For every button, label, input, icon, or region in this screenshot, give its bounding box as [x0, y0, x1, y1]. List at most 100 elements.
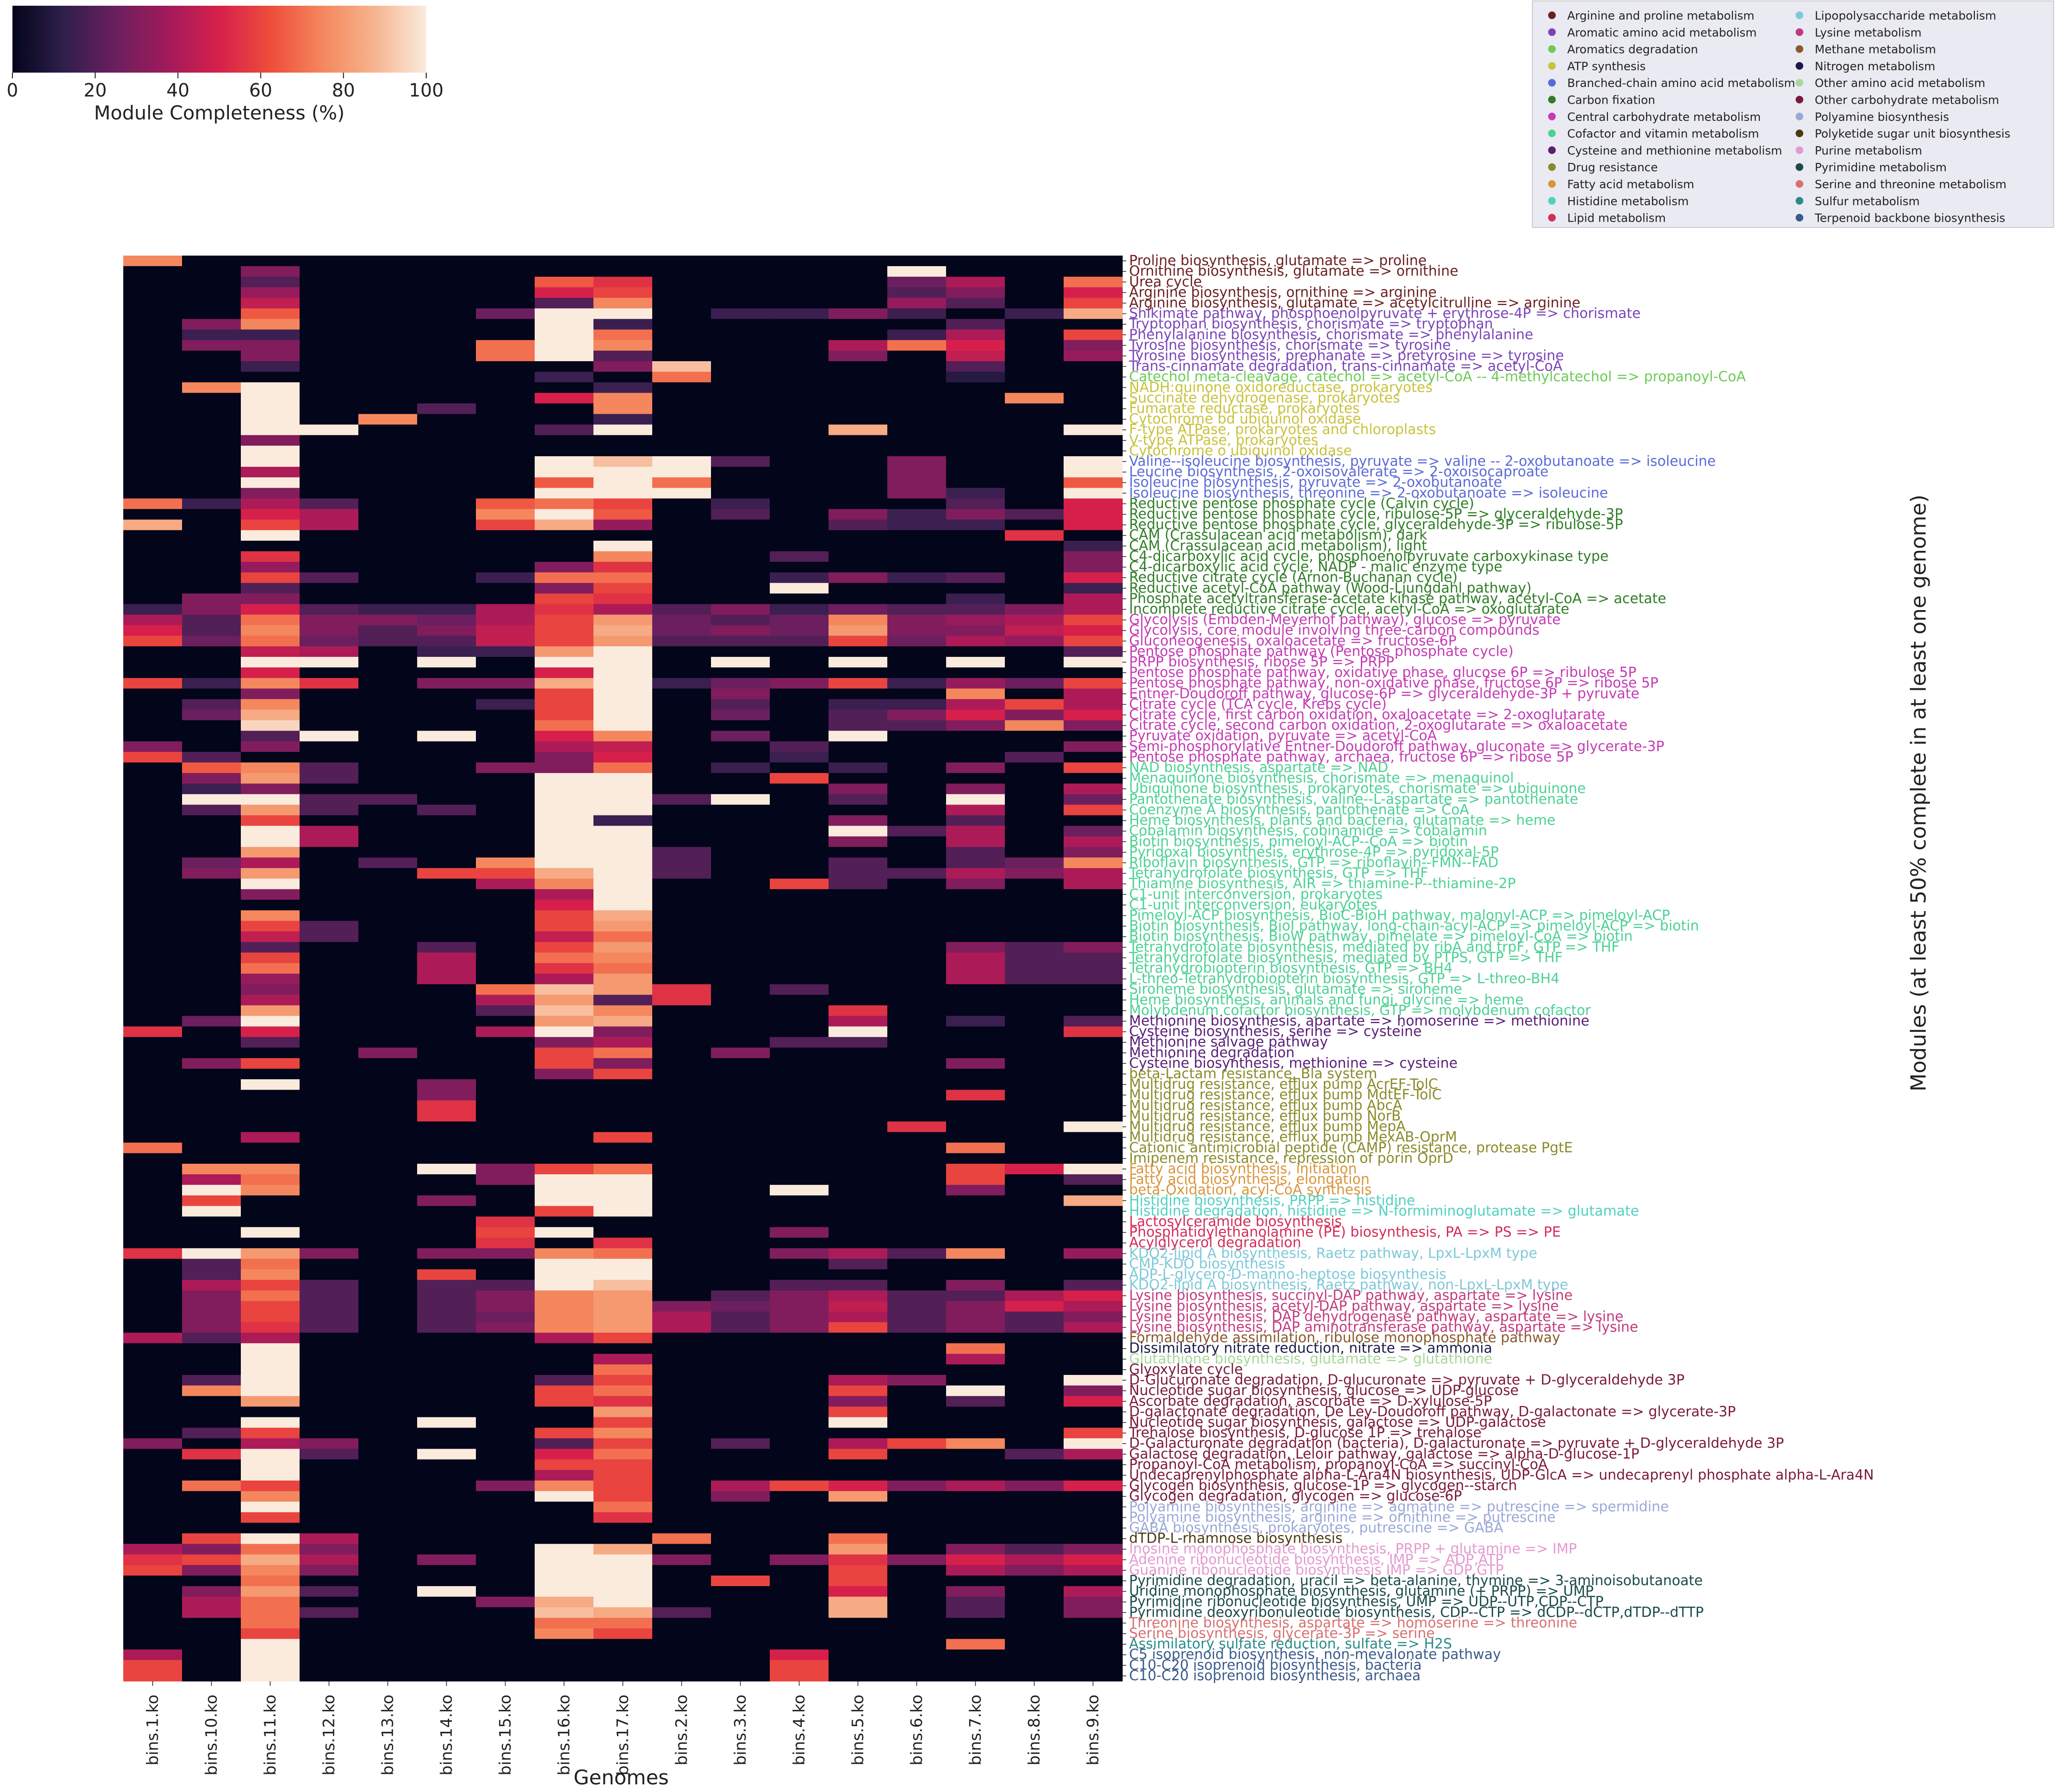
heatmap-cell	[652, 1206, 711, 1217]
heatmap-cell	[711, 942, 770, 953]
heatmap-cell	[535, 1385, 594, 1396]
heatmap-cell	[593, 1597, 653, 1608]
row-label: Siroheme biosynthesis, glutamate => siro…	[1129, 981, 1462, 997]
heatmap-cell	[1064, 1311, 1123, 1323]
heatmap-cell	[241, 1628, 300, 1640]
heatmap-cell	[358, 667, 418, 678]
heatmap-cell	[593, 1026, 653, 1038]
heatmap-cell	[300, 287, 359, 299]
heatmap-cell	[476, 382, 535, 393]
heatmap-cell	[182, 1068, 241, 1080]
heatmap-cell	[476, 1100, 535, 1111]
heatmap-cell	[476, 1090, 535, 1101]
heatmap-cell	[300, 256, 359, 267]
row-label: Adenine ribonucleotide biosynthesis, IMP…	[1129, 1551, 1504, 1567]
heatmap-cell	[652, 678, 711, 689]
heatmap-cell	[593, 1037, 653, 1048]
heatmap-cell	[476, 836, 535, 848]
heatmap-cell	[829, 1533, 888, 1545]
row-label: Pyridoxal biosynthesis, erythrose-4P => …	[1129, 844, 1499, 860]
heatmap-cell	[535, 403, 594, 415]
heatmap-cell	[417, 931, 476, 943]
heatmap-cell	[535, 1396, 594, 1407]
heatmap-cell	[829, 266, 888, 277]
heatmap-cell	[1064, 361, 1123, 372]
heatmap-cell	[946, 889, 1005, 900]
heatmap-cell	[593, 1248, 653, 1259]
heatmap-cell	[1064, 298, 1123, 309]
heatmap-cell	[417, 646, 476, 657]
heatmap-cell	[123, 414, 183, 425]
heatmap-cell	[946, 277, 1005, 288]
row-label: Lysine biosynthesis, succinyl-DAP pathwa…	[1129, 1287, 1572, 1303]
heatmap-cell	[887, 952, 947, 964]
heatmap-cell	[946, 931, 1005, 943]
heatmap-cell	[711, 773, 770, 784]
heatmap-cell	[770, 963, 829, 974]
heatmap-cell	[358, 688, 418, 699]
heatmap-cell	[358, 1523, 418, 1534]
heatmap-cell	[241, 963, 300, 974]
heatmap-cell	[535, 1269, 594, 1280]
heatmap-cell	[593, 1047, 653, 1059]
heatmap-cell	[711, 826, 770, 837]
heatmap-cell	[1064, 730, 1123, 742]
heatmap-cell	[946, 995, 1005, 1006]
heatmap-cell	[476, 477, 535, 488]
heatmap-cell	[241, 1142, 300, 1154]
heatmap-cell	[652, 952, 711, 964]
heatmap-cell	[711, 1438, 770, 1449]
heatmap-cell	[358, 1142, 418, 1154]
heatmap-cell	[887, 1523, 947, 1534]
heatmap-cell	[829, 1343, 888, 1354]
heatmap-cell	[770, 826, 829, 837]
legend: Arginine and proline metabolismAromatic …	[1532, 0, 2054, 228]
heatmap-cell	[887, 751, 947, 763]
heatmap-cell	[1005, 498, 1064, 510]
heatmap-cell	[946, 1206, 1005, 1217]
heatmap-cell	[535, 593, 594, 605]
heatmap-cell	[358, 1586, 418, 1597]
row-label: Multidrug resistance, efflux pump MepA	[1129, 1118, 1406, 1135]
heatmap-cell	[946, 879, 1005, 890]
heatmap-cell	[182, 1554, 241, 1566]
heatmap-cell	[123, 931, 183, 943]
heatmap-cell	[300, 1269, 359, 1280]
heatmap-cell	[829, 1353, 888, 1365]
heatmap-cell	[652, 1068, 711, 1080]
heatmap-cell	[535, 805, 594, 816]
heatmap-cell	[182, 319, 241, 330]
heatmap-cell	[358, 467, 418, 478]
row-label: Valine--isoleucine biosynthesis, pyruvat…	[1129, 453, 1716, 469]
heatmap-cell	[1005, 1417, 1064, 1428]
heatmap-cell	[887, 277, 947, 288]
heatmap-cell	[241, 424, 300, 436]
heatmap-cell	[535, 836, 594, 848]
heatmap-cell	[593, 826, 653, 837]
heatmap-cell	[652, 709, 711, 721]
heatmap-cell	[829, 879, 888, 890]
heatmap-cell	[1064, 519, 1123, 531]
heatmap-cell	[1005, 350, 1064, 362]
heatmap-cell	[123, 467, 183, 478]
heatmap-cell	[829, 1174, 888, 1185]
heatmap-cell	[1005, 1533, 1064, 1545]
heatmap-cell	[476, 646, 535, 657]
heatmap-cell	[358, 393, 418, 404]
heatmap-cell	[417, 372, 476, 383]
heatmap-cell	[300, 741, 359, 752]
heatmap-cell	[829, 1269, 888, 1280]
heatmap-cell	[1005, 952, 1064, 964]
heatmap-cell	[946, 403, 1005, 415]
heatmap-cell	[593, 477, 653, 488]
heatmap-cell	[770, 1195, 829, 1206]
legend-label: Branched-chain amino acid metabolism	[1567, 76, 1795, 90]
heatmap-cell	[887, 762, 947, 773]
heatmap-cell	[476, 614, 535, 626]
heatmap-cell	[711, 667, 770, 678]
heatmap-cell	[887, 688, 947, 699]
heatmap-cell	[417, 551, 476, 562]
heatmap-cell	[535, 1248, 594, 1259]
heatmap-cell	[829, 403, 888, 415]
heatmap-cell	[1005, 1396, 1064, 1407]
